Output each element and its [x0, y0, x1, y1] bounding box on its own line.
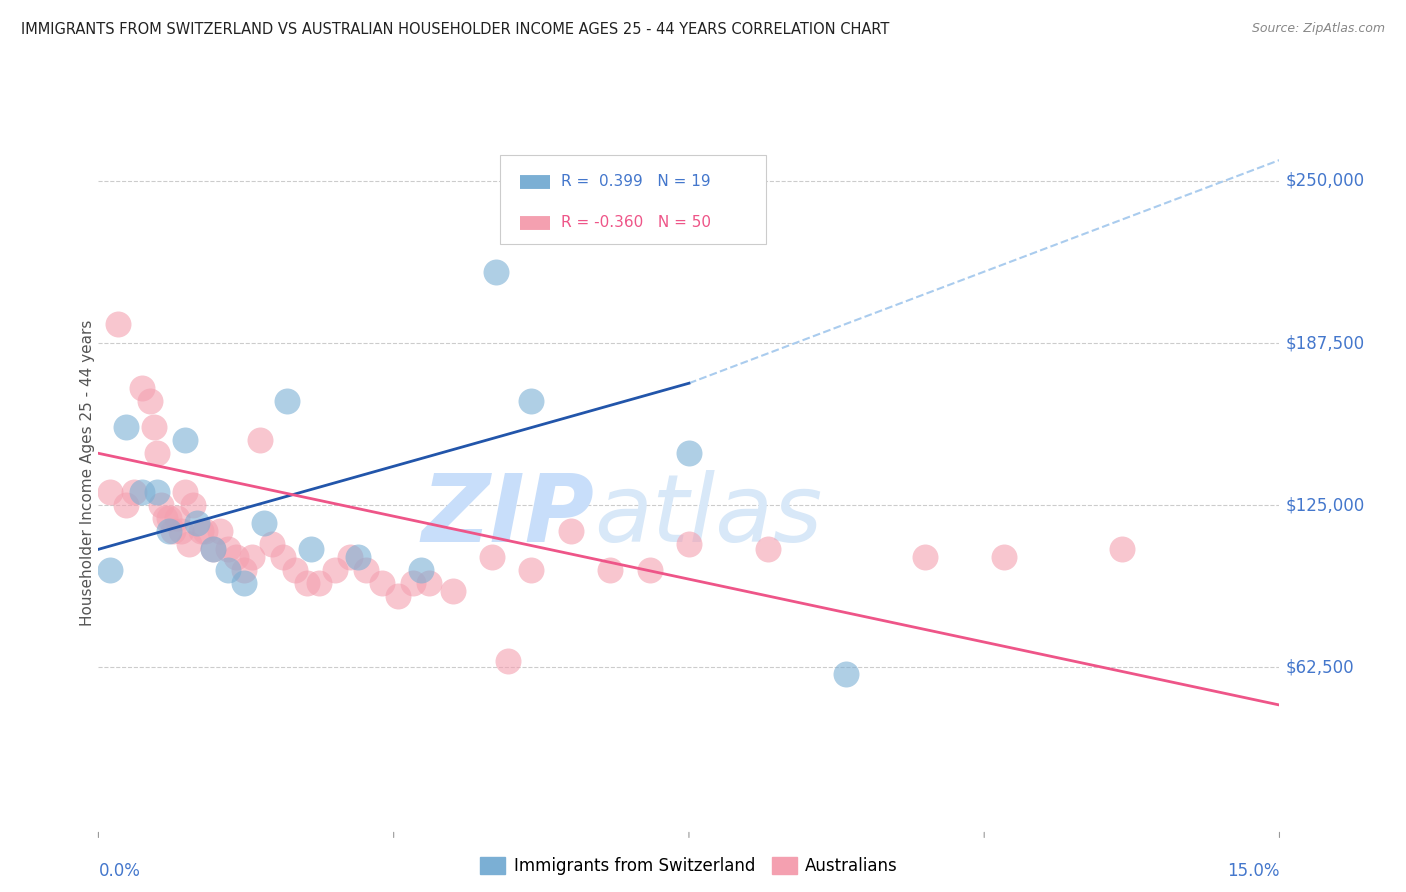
- Point: [146, 485, 169, 500]
- Point: [481, 550, 503, 565]
- Point: [249, 434, 271, 448]
- Point: [201, 542, 224, 557]
- Point: [835, 666, 858, 681]
- Point: [201, 542, 224, 557]
- Point: [295, 576, 318, 591]
- Point: [240, 550, 263, 565]
- Point: [217, 563, 239, 577]
- Point: [678, 446, 700, 460]
- Point: [131, 485, 153, 500]
- Point: [138, 394, 160, 409]
- Text: R =  0.399   N = 19: R = 0.399 N = 19: [561, 174, 711, 189]
- Point: [146, 446, 169, 460]
- Point: [284, 563, 307, 577]
- Point: [273, 550, 295, 565]
- Point: [150, 498, 173, 512]
- Text: 0.0%: 0.0%: [98, 862, 141, 880]
- Point: [233, 576, 256, 591]
- Point: [260, 537, 283, 551]
- Legend: Immigrants from Switzerland, Australians: Immigrants from Switzerland, Australians: [474, 850, 904, 882]
- Point: [98, 563, 121, 577]
- Text: Source: ZipAtlas.com: Source: ZipAtlas.com: [1251, 22, 1385, 36]
- Point: [560, 524, 582, 538]
- FancyBboxPatch shape: [501, 155, 766, 244]
- Point: [411, 563, 433, 577]
- Point: [131, 381, 153, 395]
- Point: [308, 576, 330, 591]
- Point: [107, 317, 129, 331]
- Point: [155, 511, 177, 525]
- Text: R = -0.360   N = 50: R = -0.360 N = 50: [561, 215, 711, 230]
- Point: [115, 420, 138, 434]
- Point: [157, 511, 180, 525]
- Point: [170, 524, 193, 538]
- Point: [599, 563, 621, 577]
- Text: ZIP: ZIP: [422, 469, 595, 562]
- Point: [402, 576, 425, 591]
- Point: [441, 583, 464, 598]
- Point: [387, 589, 409, 603]
- Point: [181, 498, 204, 512]
- Point: [638, 563, 661, 577]
- Point: [418, 576, 440, 591]
- Point: [115, 498, 138, 512]
- Point: [993, 550, 1015, 565]
- Y-axis label: Householder Income Ages 25 - 44 years: Householder Income Ages 25 - 44 years: [80, 319, 94, 626]
- Point: [299, 542, 322, 557]
- Text: IMMIGRANTS FROM SWITZERLAND VS AUSTRALIAN HOUSEHOLDER INCOME AGES 25 - 44 YEARS : IMMIGRANTS FROM SWITZERLAND VS AUSTRALIA…: [21, 22, 890, 37]
- Point: [157, 524, 180, 538]
- Point: [678, 537, 700, 551]
- Point: [496, 654, 519, 668]
- Point: [485, 265, 508, 279]
- Point: [520, 563, 543, 577]
- Point: [174, 434, 197, 448]
- Point: [371, 576, 394, 591]
- Point: [217, 542, 239, 557]
- Point: [209, 524, 232, 538]
- Point: [162, 524, 184, 538]
- Point: [276, 394, 298, 409]
- Point: [323, 563, 346, 577]
- Point: [186, 516, 208, 531]
- Point: [354, 563, 377, 577]
- Point: [347, 550, 370, 565]
- Point: [98, 485, 121, 500]
- Point: [142, 420, 165, 434]
- Text: $187,500: $187,500: [1285, 334, 1364, 352]
- Text: $62,500: $62,500: [1285, 658, 1354, 676]
- Point: [166, 511, 188, 525]
- Point: [190, 524, 212, 538]
- Point: [253, 516, 276, 531]
- Point: [122, 485, 145, 500]
- Point: [520, 394, 543, 409]
- Text: atlas: atlas: [595, 470, 823, 561]
- Point: [177, 537, 200, 551]
- Point: [194, 524, 217, 538]
- Point: [1111, 542, 1133, 557]
- Text: $250,000: $250,000: [1285, 172, 1364, 190]
- Point: [174, 485, 197, 500]
- Point: [756, 542, 779, 557]
- Text: $125,000: $125,000: [1285, 496, 1365, 514]
- Point: [225, 550, 247, 565]
- Text: 15.0%: 15.0%: [1227, 862, 1279, 880]
- Point: [914, 550, 936, 565]
- Point: [233, 563, 256, 577]
- Point: [339, 550, 361, 565]
